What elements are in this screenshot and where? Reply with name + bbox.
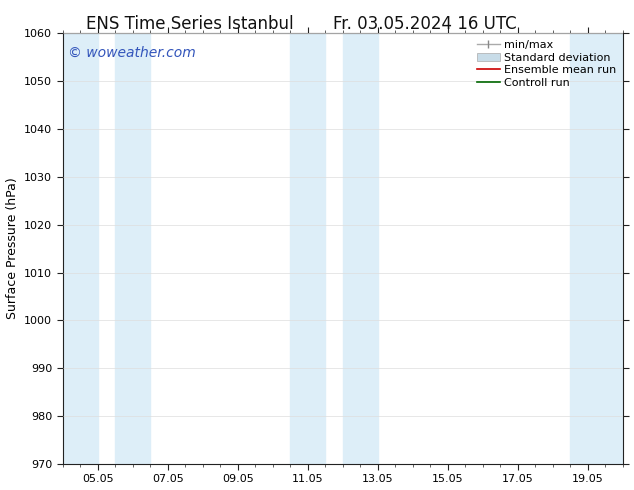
Bar xyxy=(571,33,623,464)
Text: Fr. 03.05.2024 16 UTC: Fr. 03.05.2024 16 UTC xyxy=(333,15,517,33)
Text: ENS Time Series Istanbul: ENS Time Series Istanbul xyxy=(86,15,294,33)
Text: © woweather.com: © woweather.com xyxy=(68,46,196,60)
Legend: min/max, Standard deviation, Ensemble mean run, Controll run: min/max, Standard deviation, Ensemble me… xyxy=(473,35,621,93)
Bar xyxy=(115,33,150,464)
Bar xyxy=(343,33,378,464)
Bar xyxy=(290,33,325,464)
Y-axis label: Surface Pressure (hPa): Surface Pressure (hPa) xyxy=(6,178,18,319)
Bar xyxy=(63,33,98,464)
